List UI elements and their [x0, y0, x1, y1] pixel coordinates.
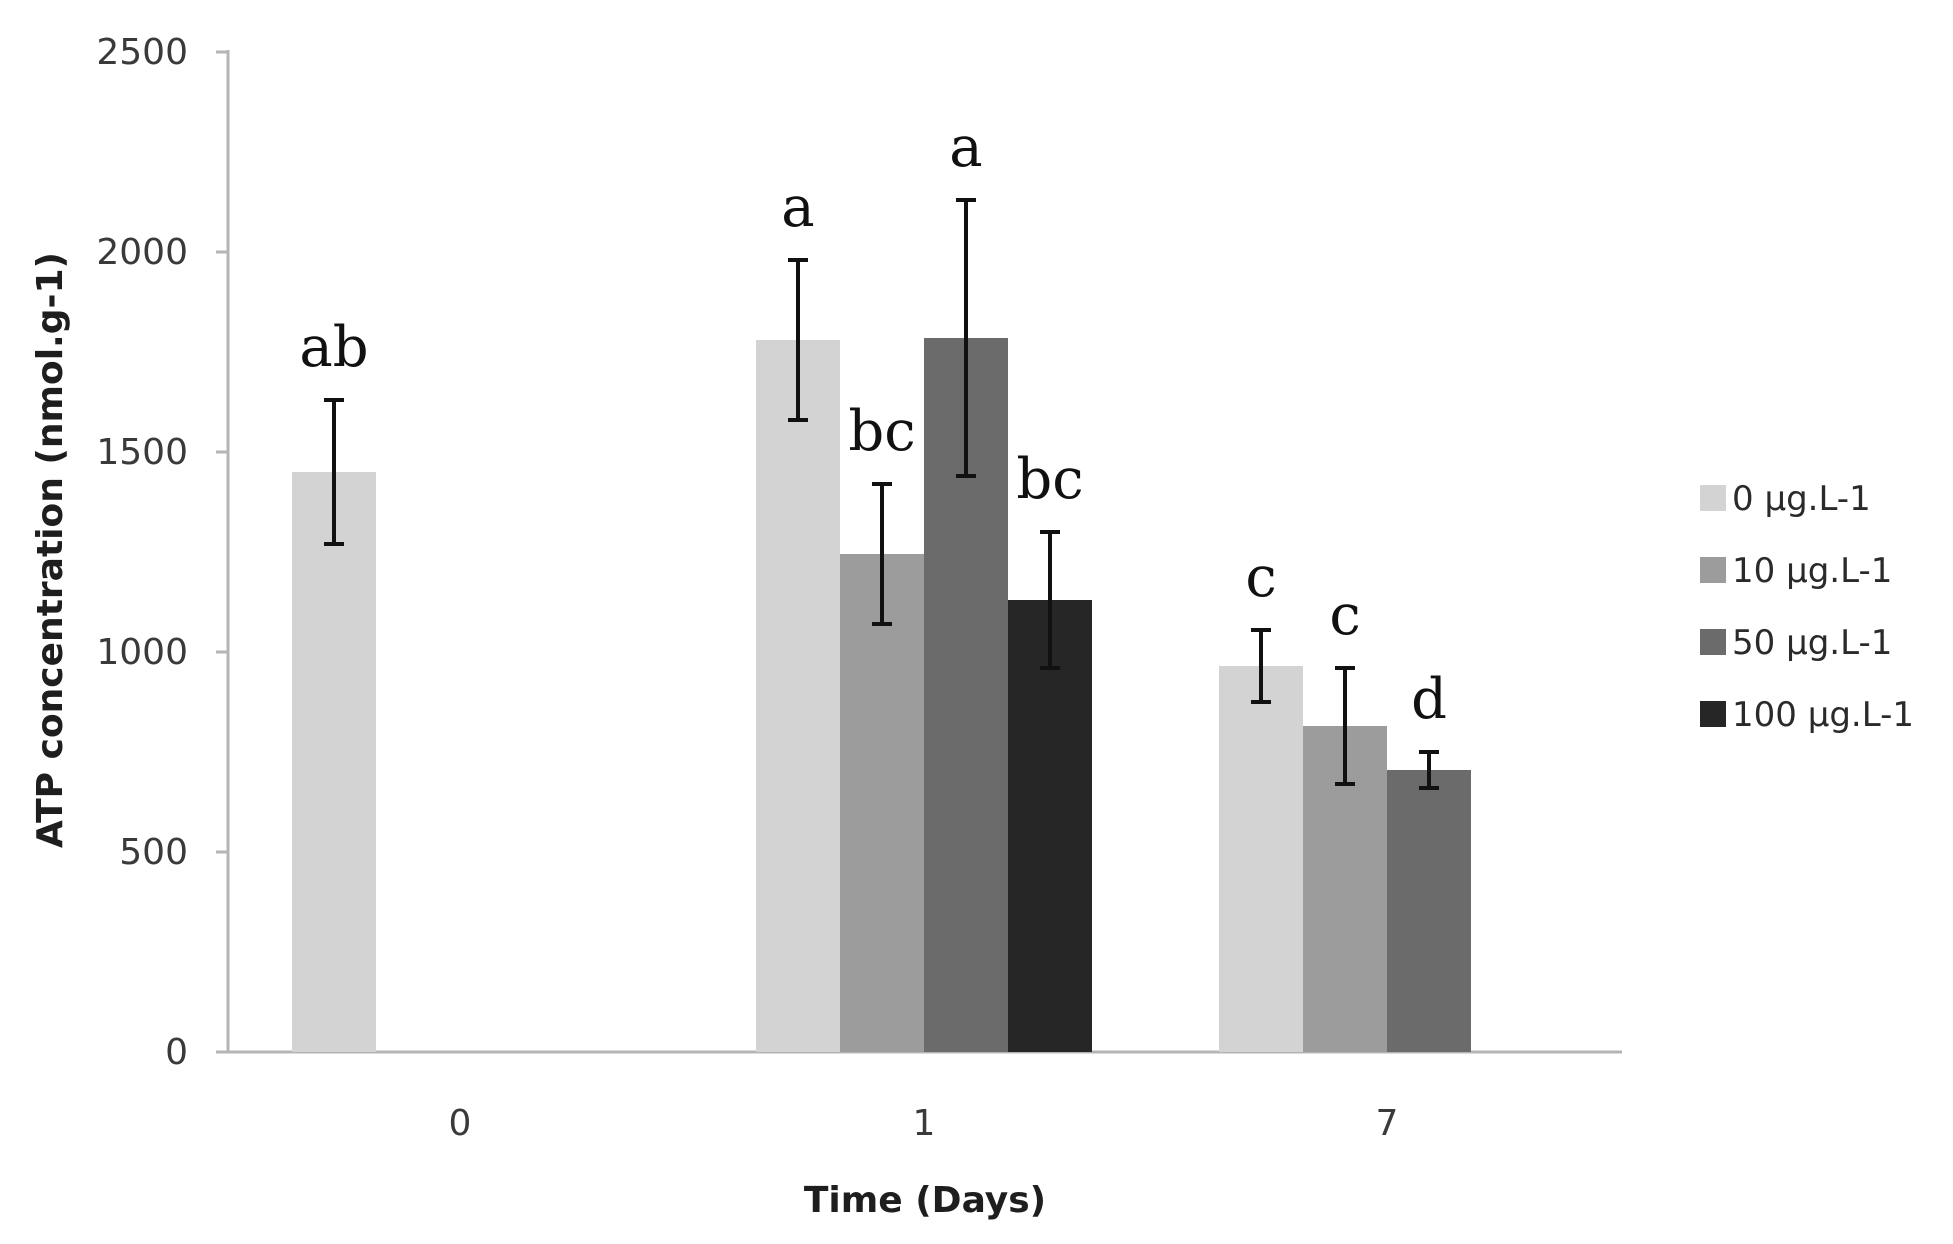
- legend-label: 10 µg.L-1: [1732, 551, 1892, 591]
- bar: [1008, 600, 1092, 1052]
- significance-label: a: [781, 175, 814, 240]
- chart-error-bars: [324, 198, 1439, 790]
- y-tick-label: 0: [165, 1032, 188, 1073]
- legend-label: 50 µg.L-1: [1732, 623, 1892, 663]
- x-tick-label: 1: [913, 1103, 936, 1144]
- legend-swatch: [1700, 557, 1726, 583]
- y-axis-title: ATP concentration (nmol.g-1): [30, 252, 71, 848]
- bar: [840, 554, 924, 1052]
- significance-label: ab: [299, 315, 368, 380]
- x-tick-label: 7: [1376, 1103, 1399, 1144]
- chart-tick-labels: 0 500 1000 1500 2000 2500 0 1 7: [96, 32, 1398, 1144]
- chart-legend: 0 µg.L-1 10 µg.L-1 50 µg.L-1 100 µg.L-1: [1700, 479, 1914, 735]
- bar: [1387, 770, 1471, 1052]
- significance-label: bc: [848, 399, 915, 464]
- legend-label: 100 µg.L-1: [1732, 695, 1914, 735]
- legend-swatch: [1700, 701, 1726, 727]
- y-tick-label: 500: [119, 832, 188, 873]
- significance-label: a: [949, 115, 982, 180]
- legend-swatch: [1700, 485, 1726, 511]
- significance-label: d: [1411, 667, 1447, 732]
- y-tick-label: 2000: [96, 232, 188, 273]
- x-axis-title: Time (Days): [804, 1180, 1046, 1221]
- significance-label: bc: [1016, 447, 1083, 512]
- y-tick-label: 1500: [96, 432, 188, 473]
- bar: [756, 340, 840, 1052]
- legend-label: 0 µg.L-1: [1732, 479, 1871, 519]
- y-tick-label: 1000: [96, 632, 188, 673]
- bar: [1219, 666, 1303, 1052]
- y-tick-label: 2500: [96, 32, 188, 73]
- significance-label: c: [1329, 583, 1360, 648]
- chart-bars: [292, 338, 1471, 1052]
- x-tick-label: 0: [449, 1103, 472, 1144]
- bar: [292, 472, 376, 1052]
- legend-swatch: [1700, 629, 1726, 655]
- significance-label: c: [1245, 545, 1276, 610]
